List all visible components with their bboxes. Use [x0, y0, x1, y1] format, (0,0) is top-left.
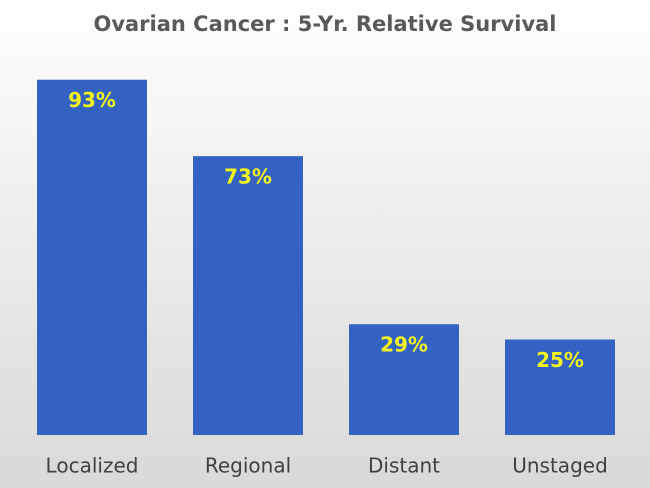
value-label: 29%: [380, 333, 428, 357]
value-label: 93%: [68, 88, 116, 112]
bar: [349, 324, 459, 435]
x-tick-label: Localized: [46, 454, 139, 478]
value-label: 25%: [536, 348, 584, 372]
x-tick-label: Unstaged: [512, 454, 608, 478]
chart-title: Ovarian Cancer : 5-Yr. Relative Survival: [93, 12, 556, 36]
x-tick-label: Regional: [205, 454, 291, 478]
bar: [193, 156, 303, 435]
x-tick-label: Distant: [368, 454, 440, 478]
bar: [505, 339, 615, 435]
bar: [37, 79, 147, 436]
value-label: 73%: [224, 165, 272, 189]
